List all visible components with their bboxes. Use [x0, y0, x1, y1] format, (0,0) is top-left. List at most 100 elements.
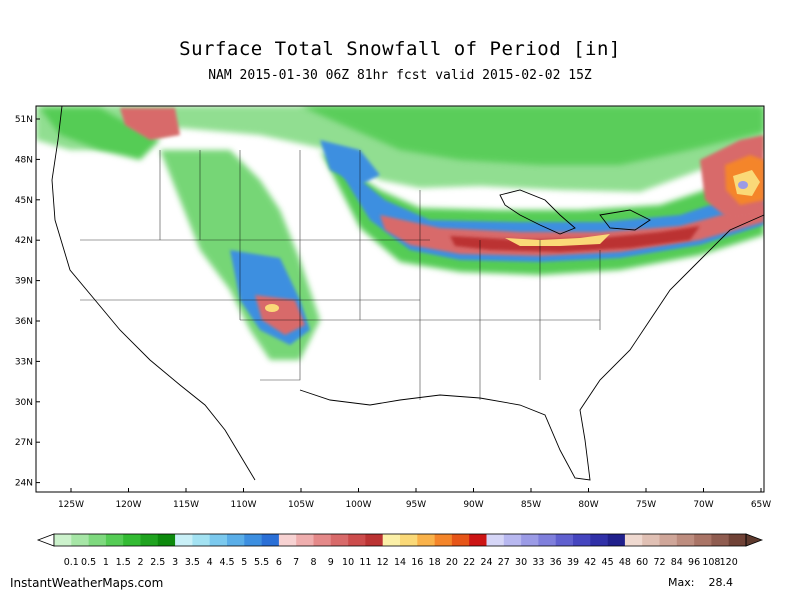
scale-swatch: [105, 534, 124, 546]
scale-outline: [53, 533, 747, 547]
scale-label: 14: [394, 557, 406, 568]
scale-swatch: [590, 534, 608, 546]
scale-swatch: [313, 534, 332, 546]
snowfall-shading: [36, 106, 764, 492]
scale-swatch: [278, 534, 297, 546]
scale-swatch: [175, 534, 193, 546]
scale-swatch: [451, 534, 470, 546]
scale-swatch: [192, 534, 210, 546]
lon-label: 90W: [463, 500, 483, 510]
scale-label: 5: [241, 557, 247, 568]
scale-label: 22: [463, 557, 475, 568]
scale-label: 33: [532, 557, 544, 568]
scale-label: 42: [584, 557, 596, 568]
lat-label: 39N: [15, 277, 33, 287]
lon-label: 75W: [636, 500, 656, 510]
lon-label: 70W: [693, 500, 713, 510]
scale-swatch: [71, 534, 89, 546]
scale-label: 3: [172, 557, 178, 568]
scale-label: 27: [498, 557, 510, 568]
map-title: Surface Total Snowfall of Period [in]: [179, 38, 621, 60]
scale-swatch: [711, 534, 729, 546]
scale-label: 30: [515, 557, 527, 568]
map-frame: [35, 105, 765, 493]
scale-label: 36: [550, 557, 562, 568]
lat-label: 48N: [15, 155, 33, 165]
scale-swatch: [728, 534, 747, 546]
scale-swatch: [486, 534, 505, 546]
scale-label: 45: [602, 557, 614, 568]
max-label: Max:: [668, 576, 695, 589]
lat-label: 45N: [15, 196, 33, 206]
scale-swatch: [244, 534, 262, 546]
scale-label: 7: [293, 557, 299, 568]
scale-left-arrow: [36, 533, 55, 547]
scale-swatch: [555, 534, 574, 546]
scale-swatch: [624, 534, 643, 546]
scale-swatch: [400, 534, 418, 546]
scale-swatch: [296, 534, 314, 546]
scale-swatch: [365, 534, 383, 546]
scale-label: 2.5: [150, 557, 165, 568]
scale-label: 96: [688, 557, 700, 568]
scale-label: 11: [359, 557, 371, 568]
scale-label: 10: [342, 557, 354, 568]
lon-label: 110W: [230, 500, 256, 510]
lat-label: 30N: [15, 398, 33, 408]
scale-swatch: [330, 534, 349, 546]
scale-swatch: [54, 534, 72, 546]
scale-swatch: [417, 534, 435, 546]
scale-swatch: [676, 534, 695, 546]
scale-swatch: [261, 534, 280, 546]
lon-label: 115W: [173, 500, 199, 510]
scale-swatch: [521, 534, 539, 546]
max-readout: Max: 28.4: [668, 576, 733, 589]
scale-label: 60: [636, 557, 648, 568]
lon-label: 120W: [115, 500, 141, 510]
scale-label: 72: [653, 557, 665, 568]
scale-swatch: [573, 534, 591, 546]
lat-label: 33N: [15, 357, 33, 367]
scale-swatch: [538, 534, 556, 546]
scale-swatch: [434, 534, 453, 546]
scale-swatch: [209, 534, 228, 546]
scale-swatch: [382, 534, 401, 546]
scale-label: 120: [720, 557, 738, 568]
scale-label: 12: [377, 557, 389, 568]
scale-label: 18: [429, 557, 441, 568]
scale-label: 2: [137, 557, 143, 568]
scale-label: 8: [310, 557, 316, 568]
site-credit: InstantWeatherMaps.com: [10, 576, 164, 590]
state-borders: [80, 150, 601, 400]
map-subtitle: NAM 2015-01-30 06Z 81hr fcst valid 2015-…: [208, 68, 592, 83]
scale-label: 0.5: [81, 557, 96, 568]
scale-label: 20: [446, 557, 458, 568]
scale-swatch: [88, 534, 107, 546]
scale-swatch: [659, 534, 678, 546]
scale-swatch: [469, 534, 487, 546]
lon-label: 100W: [345, 500, 371, 510]
lat-label: 42N: [15, 236, 33, 246]
lon-label: 80W: [578, 500, 598, 510]
scale-label: 39: [567, 557, 579, 568]
scale-label: 24: [480, 557, 492, 568]
longitude-axis: 125W 120W 115W 110W 105W 100W 95W 90W 85W 80W 75W 7…: [58, 488, 771, 510]
scale-swatch: [123, 534, 141, 546]
scale-label: 1: [103, 557, 109, 568]
lat-label: 36N: [15, 317, 33, 327]
color-scale-bar: 0.1 0.5 1 1.5 2 2.5 3 3.5 4 4.5 5 5.5 6 7 8 9 10 11 12 14 16…: [36, 533, 764, 568]
lat-label: 27N: [15, 438, 33, 448]
latitude-axis: 51N 48N 45N 42N 39N 36N 33N 30N 27N 24N: [15, 115, 40, 489]
lon-label: 105W: [288, 500, 314, 510]
coastlines: [51, 105, 765, 481]
scale-swatch: [140, 534, 159, 546]
lat-label: 24N: [15, 479, 33, 489]
scale-label: 0.1: [64, 557, 79, 568]
scale-label: 108: [702, 557, 720, 568]
scale-label: 4: [207, 557, 213, 568]
scale-label: 16: [411, 557, 423, 568]
scale-right-arrow: [745, 533, 764, 547]
max-value: 28.4: [708, 576, 733, 589]
scale-swatch: [642, 534, 660, 546]
